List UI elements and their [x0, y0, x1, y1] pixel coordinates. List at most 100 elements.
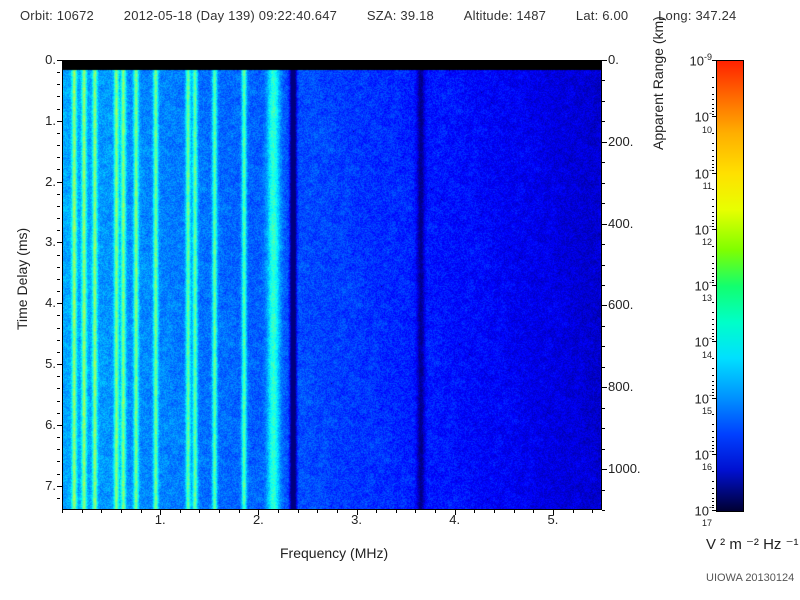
- colorbar-tick-mark-minor: [712, 392, 714, 393]
- colorbar-tick-mark-5: [712, 341, 716, 342]
- y-tick-label-4: 4.: [30, 295, 56, 310]
- y2-tick-mark-minor: [602, 510, 605, 511]
- y-tick-mark-minor: [57, 352, 60, 353]
- colorbar-tick-mark-minor: [712, 114, 714, 115]
- y2-tick-mark-minor: [602, 367, 605, 368]
- y2-tick-label-200: 200.: [608, 134, 633, 149]
- y-tick-mark-minor: [57, 498, 60, 499]
- colorbar-tick-mark-minor: [712, 263, 714, 264]
- y2-tick-mark-400: [602, 224, 607, 225]
- colorbar-tick-mark-minor: [712, 256, 714, 257]
- y-tick-mark-minor: [57, 157, 60, 158]
- colorbar-tick-mark-0: [712, 60, 716, 61]
- y-tick-mark-minor: [57, 401, 60, 402]
- x-tick-mark-minor: [494, 510, 495, 513]
- colorbar-tick-6: 10-15: [686, 390, 712, 423]
- y-tick-mark-6: [57, 425, 62, 426]
- colorbar-tick-mark-minor: [712, 156, 714, 157]
- x-tick-mark-minor: [298, 510, 299, 513]
- y-tick-mark-minor: [57, 194, 60, 195]
- x-tick-mark-minor: [533, 510, 534, 513]
- colorbar-tick-mark-minor: [712, 501, 714, 502]
- colorbar-tick-mark-minor: [712, 498, 714, 499]
- y2-tick-mark-minor: [602, 121, 605, 122]
- y2-tick-label-0: 0.: [608, 52, 619, 67]
- x-tick-mark-minor: [121, 510, 122, 513]
- y2-tick-mark-800: [602, 387, 607, 388]
- x-tick-mark-4: [455, 510, 456, 515]
- y2-tick-mark-minor: [602, 490, 605, 491]
- colorbar-tick-mark-minor: [712, 104, 714, 105]
- colorbar-tick-mark-minor: [712, 471, 714, 472]
- y-tick-mark-minor: [57, 328, 60, 329]
- x-tick-mark-minor: [101, 510, 102, 513]
- colorbar-tick-mark-minor: [712, 167, 714, 168]
- colorbar-tick-mark-minor: [712, 206, 714, 207]
- altitude-field: Altitude: 1487: [464, 8, 546, 23]
- sza-field: SZA: 39.18: [367, 8, 434, 23]
- colorbar-tick-mark-minor: [712, 488, 714, 489]
- y-tick-mark-0: [57, 60, 62, 61]
- colorbar-tick-mark-minor: [712, 336, 714, 337]
- x-tick-mark-1: [160, 510, 161, 515]
- colorbar-tick-mark-minor: [712, 216, 714, 217]
- y2-tick-label-400: 400.: [608, 216, 633, 231]
- colorbar-tick-mark-minor: [712, 333, 714, 334]
- y-tick-label-0: 0.: [30, 52, 56, 67]
- colorbar-tick-mark-minor: [712, 395, 714, 396]
- y-tick-mark-3: [57, 242, 62, 243]
- y2-tick-mark-1000: [602, 469, 607, 470]
- x-tick-mark-minor: [141, 510, 142, 513]
- colorbar-tick-mark-minor: [712, 424, 714, 425]
- colorbar-unit-label: V ² m ⁻² Hz ⁻¹: [706, 535, 799, 553]
- x-tick-mark-minor: [239, 510, 240, 513]
- colorbar-tick-mark-1: [712, 116, 716, 117]
- colorbar-tick-mark-minor: [712, 276, 714, 277]
- colorbar-tick-mark-minor: [712, 448, 714, 449]
- y-tick-mark-minor: [57, 230, 60, 231]
- colorbar-tick-mark-minor: [712, 431, 714, 432]
- y-tick-mark-minor: [57, 279, 60, 280]
- y-tick-mark-minor: [57, 96, 60, 97]
- colorbar-tick-mark-minor: [712, 389, 714, 390]
- colorbar-tick-mark-minor: [712, 437, 714, 438]
- colorbar-tick-mark-minor: [712, 441, 714, 442]
- y-tick-label-5: 5.: [30, 356, 56, 371]
- y-tick-mark-minor: [57, 109, 60, 110]
- spectrogram-plot[interactable]: [62, 60, 602, 510]
- colorbar-tick-mark-minor: [712, 324, 714, 325]
- x-tick-mark-minor: [376, 510, 377, 513]
- y-tick-mark-minor: [57, 72, 60, 73]
- colorbar-tick-mark-minor: [712, 143, 714, 144]
- colorbar-tick-mark-minor: [712, 246, 714, 247]
- y2-tick-mark-minor: [602, 326, 605, 327]
- y2-tick-mark-600: [602, 305, 607, 306]
- colorbar-tick-3: 10-12: [686, 221, 712, 254]
- y2-tick-label-800: 800.: [608, 379, 633, 394]
- long-field: Long: 347.24: [658, 8, 736, 23]
- colorbar-tick-mark-minor: [712, 445, 714, 446]
- y2-tick-mark-minor: [602, 449, 605, 450]
- x-axis-title: Frequency (MHz): [280, 545, 388, 561]
- y2-tick-mark-minor: [602, 265, 605, 266]
- spectrogram-canvas[interactable]: [62, 60, 602, 510]
- x-tick-mark-minor: [573, 510, 574, 513]
- y-tick-mark-minor: [57, 145, 60, 146]
- y-tick-label-7: 7.: [30, 478, 56, 493]
- y2-tick-mark-minor: [602, 80, 605, 81]
- colorbar-tick-4: 10-13: [686, 277, 712, 310]
- colorbar-tick-mark-minor: [712, 375, 714, 376]
- colorbar-tick-mark-minor: [712, 282, 714, 283]
- x-tick-mark-minor: [337, 510, 338, 513]
- y-tick-mark-minor: [57, 413, 60, 414]
- x-tick-mark-minor: [180, 510, 181, 513]
- colorbar-tick-mark-minor: [712, 339, 714, 340]
- y-tick-mark-4: [57, 303, 62, 304]
- x-tick-mark-3: [357, 510, 358, 515]
- colorbar-tick-mark-minor: [712, 273, 714, 274]
- lat-field: Lat: 6.00: [576, 8, 628, 23]
- colorbar-tick-mark-minor: [712, 220, 714, 221]
- colorbar-tick-mark-minor: [712, 381, 714, 382]
- colorbar-tick-mark-minor: [712, 111, 714, 112]
- colorbar[interactable]: [716, 60, 744, 512]
